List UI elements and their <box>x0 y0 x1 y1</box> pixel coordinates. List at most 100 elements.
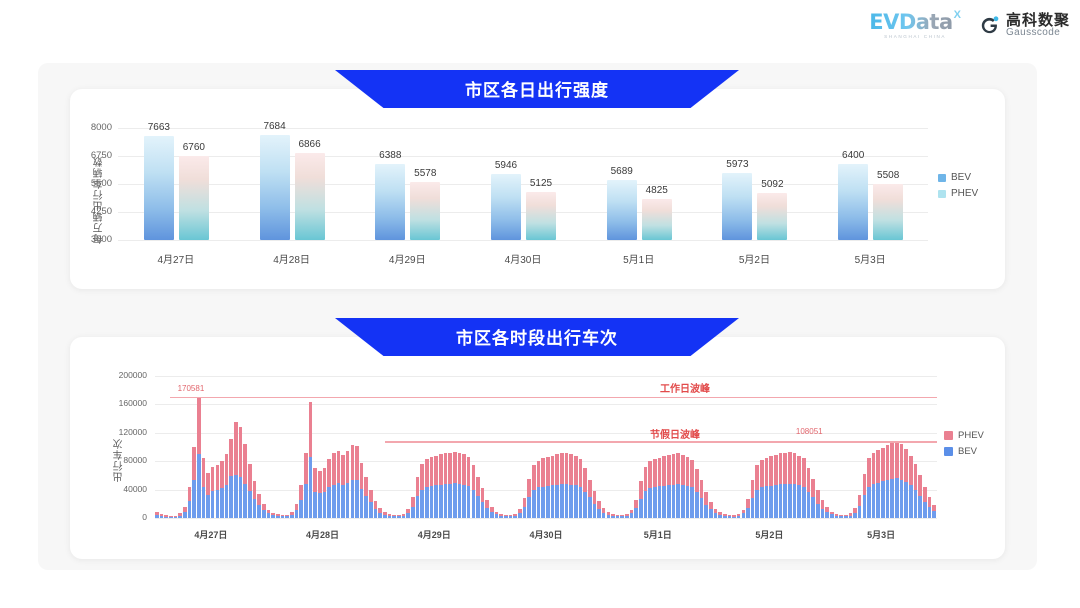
holiday-peak-label: 节假日波峰 <box>650 430 700 442</box>
hourly-bar <box>485 376 490 518</box>
hourly-bar-phev <box>164 515 168 517</box>
hourly-bar-bev <box>746 507 750 518</box>
hourly-bar-phev <box>210 466 215 492</box>
hourly-bar <box>871 376 876 518</box>
hourly-bar-phev <box>839 514 843 517</box>
hourly-bar <box>559 376 564 518</box>
hourly-bar-phev <box>867 458 871 487</box>
hourly-bar-phev <box>853 508 857 513</box>
section-title-1: 市区各日出行强度 <box>465 80 609 100</box>
bar-value-label: 5973 <box>726 159 749 171</box>
legend-item[interactable]: PHEV <box>938 188 978 199</box>
hourly-bar-phev <box>485 499 490 509</box>
hourly-bar <box>187 376 192 518</box>
hourly-bar-bev <box>303 483 308 518</box>
hourly-bar <box>471 376 476 518</box>
hourly-bar-bev <box>201 486 206 518</box>
hourly-bar-bev <box>774 485 778 518</box>
hourly-bar <box>634 376 639 518</box>
hourly-bar-phev <box>694 469 699 493</box>
hourly-bar <box>331 376 336 518</box>
hourly-bar <box>662 376 666 518</box>
hourly-bar-phev <box>559 453 564 484</box>
legend-item[interactable]: BEV <box>944 446 984 457</box>
hourly-bar <box>504 376 508 518</box>
hourly-bar-phev <box>597 500 601 509</box>
hourly-bar <box>764 376 769 518</box>
hourly-bar <box>448 376 452 518</box>
hourly-bar-bev <box>322 491 327 518</box>
hourly-bar-phev <box>611 514 615 516</box>
hourly-bar <box>653 376 657 518</box>
hourly-bar-bev <box>159 516 164 518</box>
hourly-bar <box>876 376 881 518</box>
hourly-bar <box>657 376 662 518</box>
legend-label: BEV <box>958 446 978 457</box>
hourly-bar-phev <box>280 515 285 517</box>
hourly-bar <box>899 376 904 518</box>
hourly-bar-phev <box>848 513 853 516</box>
legend-item[interactable]: BEV <box>938 172 978 183</box>
hourly-bar-bev <box>476 496 480 518</box>
hourly-bar-bev <box>708 509 713 518</box>
hourly-bar-phev <box>690 459 694 488</box>
hourly-bar <box>546 376 550 518</box>
hourly-bar-phev <box>895 441 899 479</box>
hourly-bar-bev <box>224 484 229 518</box>
hourly-bar-bev <box>732 516 736 518</box>
gausscode-wordmark: 高科数聚 Gausscode <box>1005 12 1070 39</box>
hourly-bar-phev <box>802 458 806 487</box>
hourly-bar <box>639 376 643 518</box>
hourly-bar-phev <box>308 402 313 457</box>
hourly-bar-phev <box>462 454 466 485</box>
hourly-bar-phev <box>653 459 657 488</box>
hourly-bar-phev <box>578 459 583 487</box>
hourly-bar <box>192 376 196 518</box>
hourly-bar <box>829 376 834 518</box>
hourly-bar-bev <box>611 515 615 518</box>
hourly-bar-phev <box>806 467 811 492</box>
legend-swatch <box>938 173 946 182</box>
gausscode-en: Gausscode <box>1005 27 1061 39</box>
chart2-gridline <box>155 376 937 377</box>
hourly-bar <box>699 376 704 518</box>
hourly-bar-phev <box>289 512 294 515</box>
hourly-bar-bev <box>341 485 345 518</box>
hourly-bar-bev <box>243 483 248 518</box>
hourly-bar-bev <box>564 483 569 518</box>
hourly-bar-bev <box>592 503 597 518</box>
legend-item[interactable]: PHEV <box>944 430 984 441</box>
hourly-bar-bev <box>299 500 303 518</box>
hourly-bar <box>797 376 801 518</box>
chart2-gridline <box>155 404 937 406</box>
hourly-bar-phev <box>257 493 262 506</box>
hourly-bar-phev <box>923 486 927 502</box>
hourly-bar-phev <box>471 465 476 491</box>
hourly-bar <box>317 376 322 518</box>
hourly-bar-bev <box>155 515 159 518</box>
hourly-bar-bev <box>234 474 238 518</box>
hourly-bar-phev <box>746 498 750 508</box>
hourly-bar-phev <box>168 515 173 517</box>
hourly-bar-phev <box>285 515 289 517</box>
hourly-bar-bev <box>280 516 285 518</box>
hourly-bar <box>327 376 331 518</box>
hourly-bar-phev <box>345 451 350 484</box>
evdata-x-icon: X <box>953 9 961 21</box>
hourly-bar-bev <box>532 490 536 518</box>
hourly-bar-phev <box>499 514 504 516</box>
hourly-bar <box>262 376 266 518</box>
hourly-bar <box>369 376 373 518</box>
hourly-bar-bev <box>680 485 685 518</box>
hourly-bar-bev <box>899 479 904 518</box>
hourly-bar-bev <box>508 516 513 518</box>
hourly-bar-phev <box>708 501 713 510</box>
hourly-bar-phev <box>573 456 578 486</box>
hourly-bar-bev <box>704 504 708 518</box>
hourly-bar-phev <box>536 460 541 488</box>
hourly-bar <box>755 376 760 518</box>
hourly-bar-phev <box>359 462 364 489</box>
weekday-peak-label: 工作日波峰 <box>660 383 710 395</box>
hourly-bar-bev <box>583 491 587 518</box>
